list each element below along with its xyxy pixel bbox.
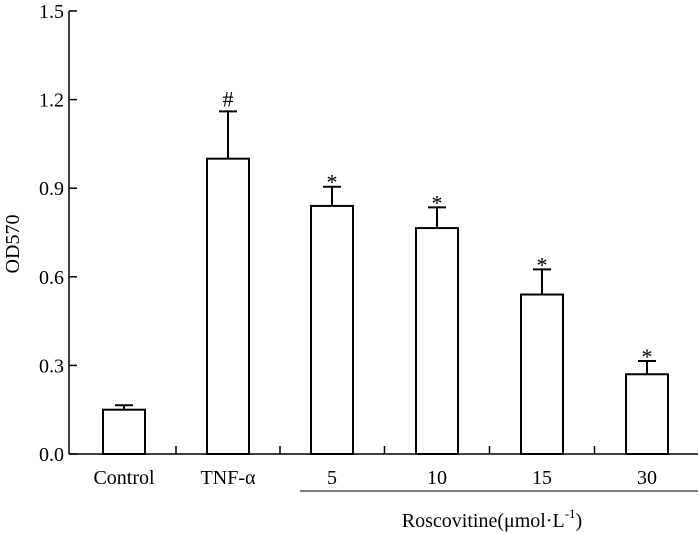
chart-axes	[68, 10, 698, 455]
significance-marker: *	[327, 170, 338, 195]
significance-marker: #	[223, 86, 234, 111]
significance-marker: *	[642, 344, 653, 369]
significance-marker: *	[537, 252, 548, 277]
x-tick-label: 10	[427, 467, 447, 489]
x-tick-label: Control	[93, 467, 155, 489]
group-label-suffix: )	[576, 510, 583, 532]
y-tick-label: 0.6	[39, 267, 64, 289]
group-label-superscript: -1	[565, 506, 576, 521]
x-tick-label: TNF-α	[201, 467, 256, 489]
significance-marker: *	[432, 190, 443, 215]
bar	[310, 204, 354, 455]
chart-bars	[102, 110, 669, 456]
y-tick-label: 1.5	[39, 1, 64, 23]
x-tick-label: 15	[532, 467, 552, 489]
y-tick-label: 0.0	[39, 444, 64, 466]
bar	[415, 227, 459, 455]
y-tick-label: 1.2	[39, 90, 64, 112]
y-tick-label: 0.9	[39, 178, 64, 200]
x-tick-label: 5	[327, 467, 337, 489]
bar	[520, 293, 564, 455]
x-tick-label: 30	[637, 467, 657, 489]
group-label: Roscovitine(μmol·L-1)	[402, 506, 582, 532]
chart-labels: 0.0 0.3 0.6 0.9 1.2 1.5 Control # TNF-α * 5 * 10 * 15 *…	[39, 1, 657, 489]
group-label-text: Roscovitine(μmol·L	[402, 510, 565, 532]
bar	[625, 373, 669, 456]
bar	[102, 408, 146, 456]
y-tick-label: 0.3	[39, 355, 64, 377]
y-axis-title: OD570	[2, 215, 24, 274]
bar	[206, 157, 250, 456]
